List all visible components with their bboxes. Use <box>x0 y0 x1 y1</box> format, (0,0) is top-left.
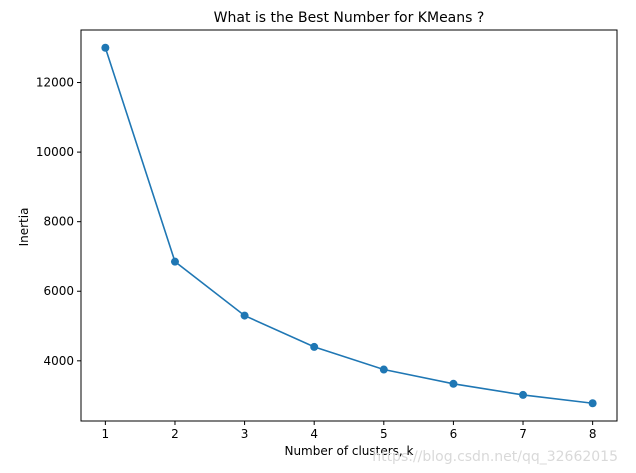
y-tick-label: 8000 <box>43 215 74 229</box>
data-point <box>310 342 319 351</box>
series-inertia <box>101 43 597 408</box>
data-point <box>240 311 249 320</box>
data-point <box>379 365 388 374</box>
x-tick-label: 4 <box>310 427 318 441</box>
x-tick-label: 7 <box>519 427 527 441</box>
data-point <box>101 43 110 52</box>
x-tick-label: 6 <box>450 427 458 441</box>
data-point <box>588 399 597 408</box>
y-tick-label: 6000 <box>43 284 74 298</box>
watermark: https://blog.csdn.net/qq_32662015 <box>372 449 618 465</box>
x-tick-label: 2 <box>171 427 179 441</box>
data-point <box>170 257 179 266</box>
x-tick-label: 8 <box>589 427 597 441</box>
x-axis-label: Number of clusters, k <box>284 444 413 458</box>
y-tick-label: 12000 <box>36 76 74 90</box>
chart-title: What is the Best Number for KMeans ? <box>214 10 485 26</box>
x-axis: 1 2 3 4 5 6 7 8 <box>102 421 597 441</box>
x-tick-label: 1 <box>102 427 110 441</box>
y-tick-label: 4000 <box>43 354 74 368</box>
series-line <box>104 47 593 405</box>
y-axis-label: Inertia <box>17 208 31 247</box>
y-tick-label: 10000 <box>36 145 74 159</box>
x-tick-label: 3 <box>241 427 249 441</box>
y-axis: 4000 6000 8000 10000 12000 <box>36 76 81 368</box>
data-point <box>519 390 528 399</box>
data-point <box>449 379 458 388</box>
x-tick-label: 5 <box>380 427 388 441</box>
plot-area-frame <box>80 29 618 422</box>
